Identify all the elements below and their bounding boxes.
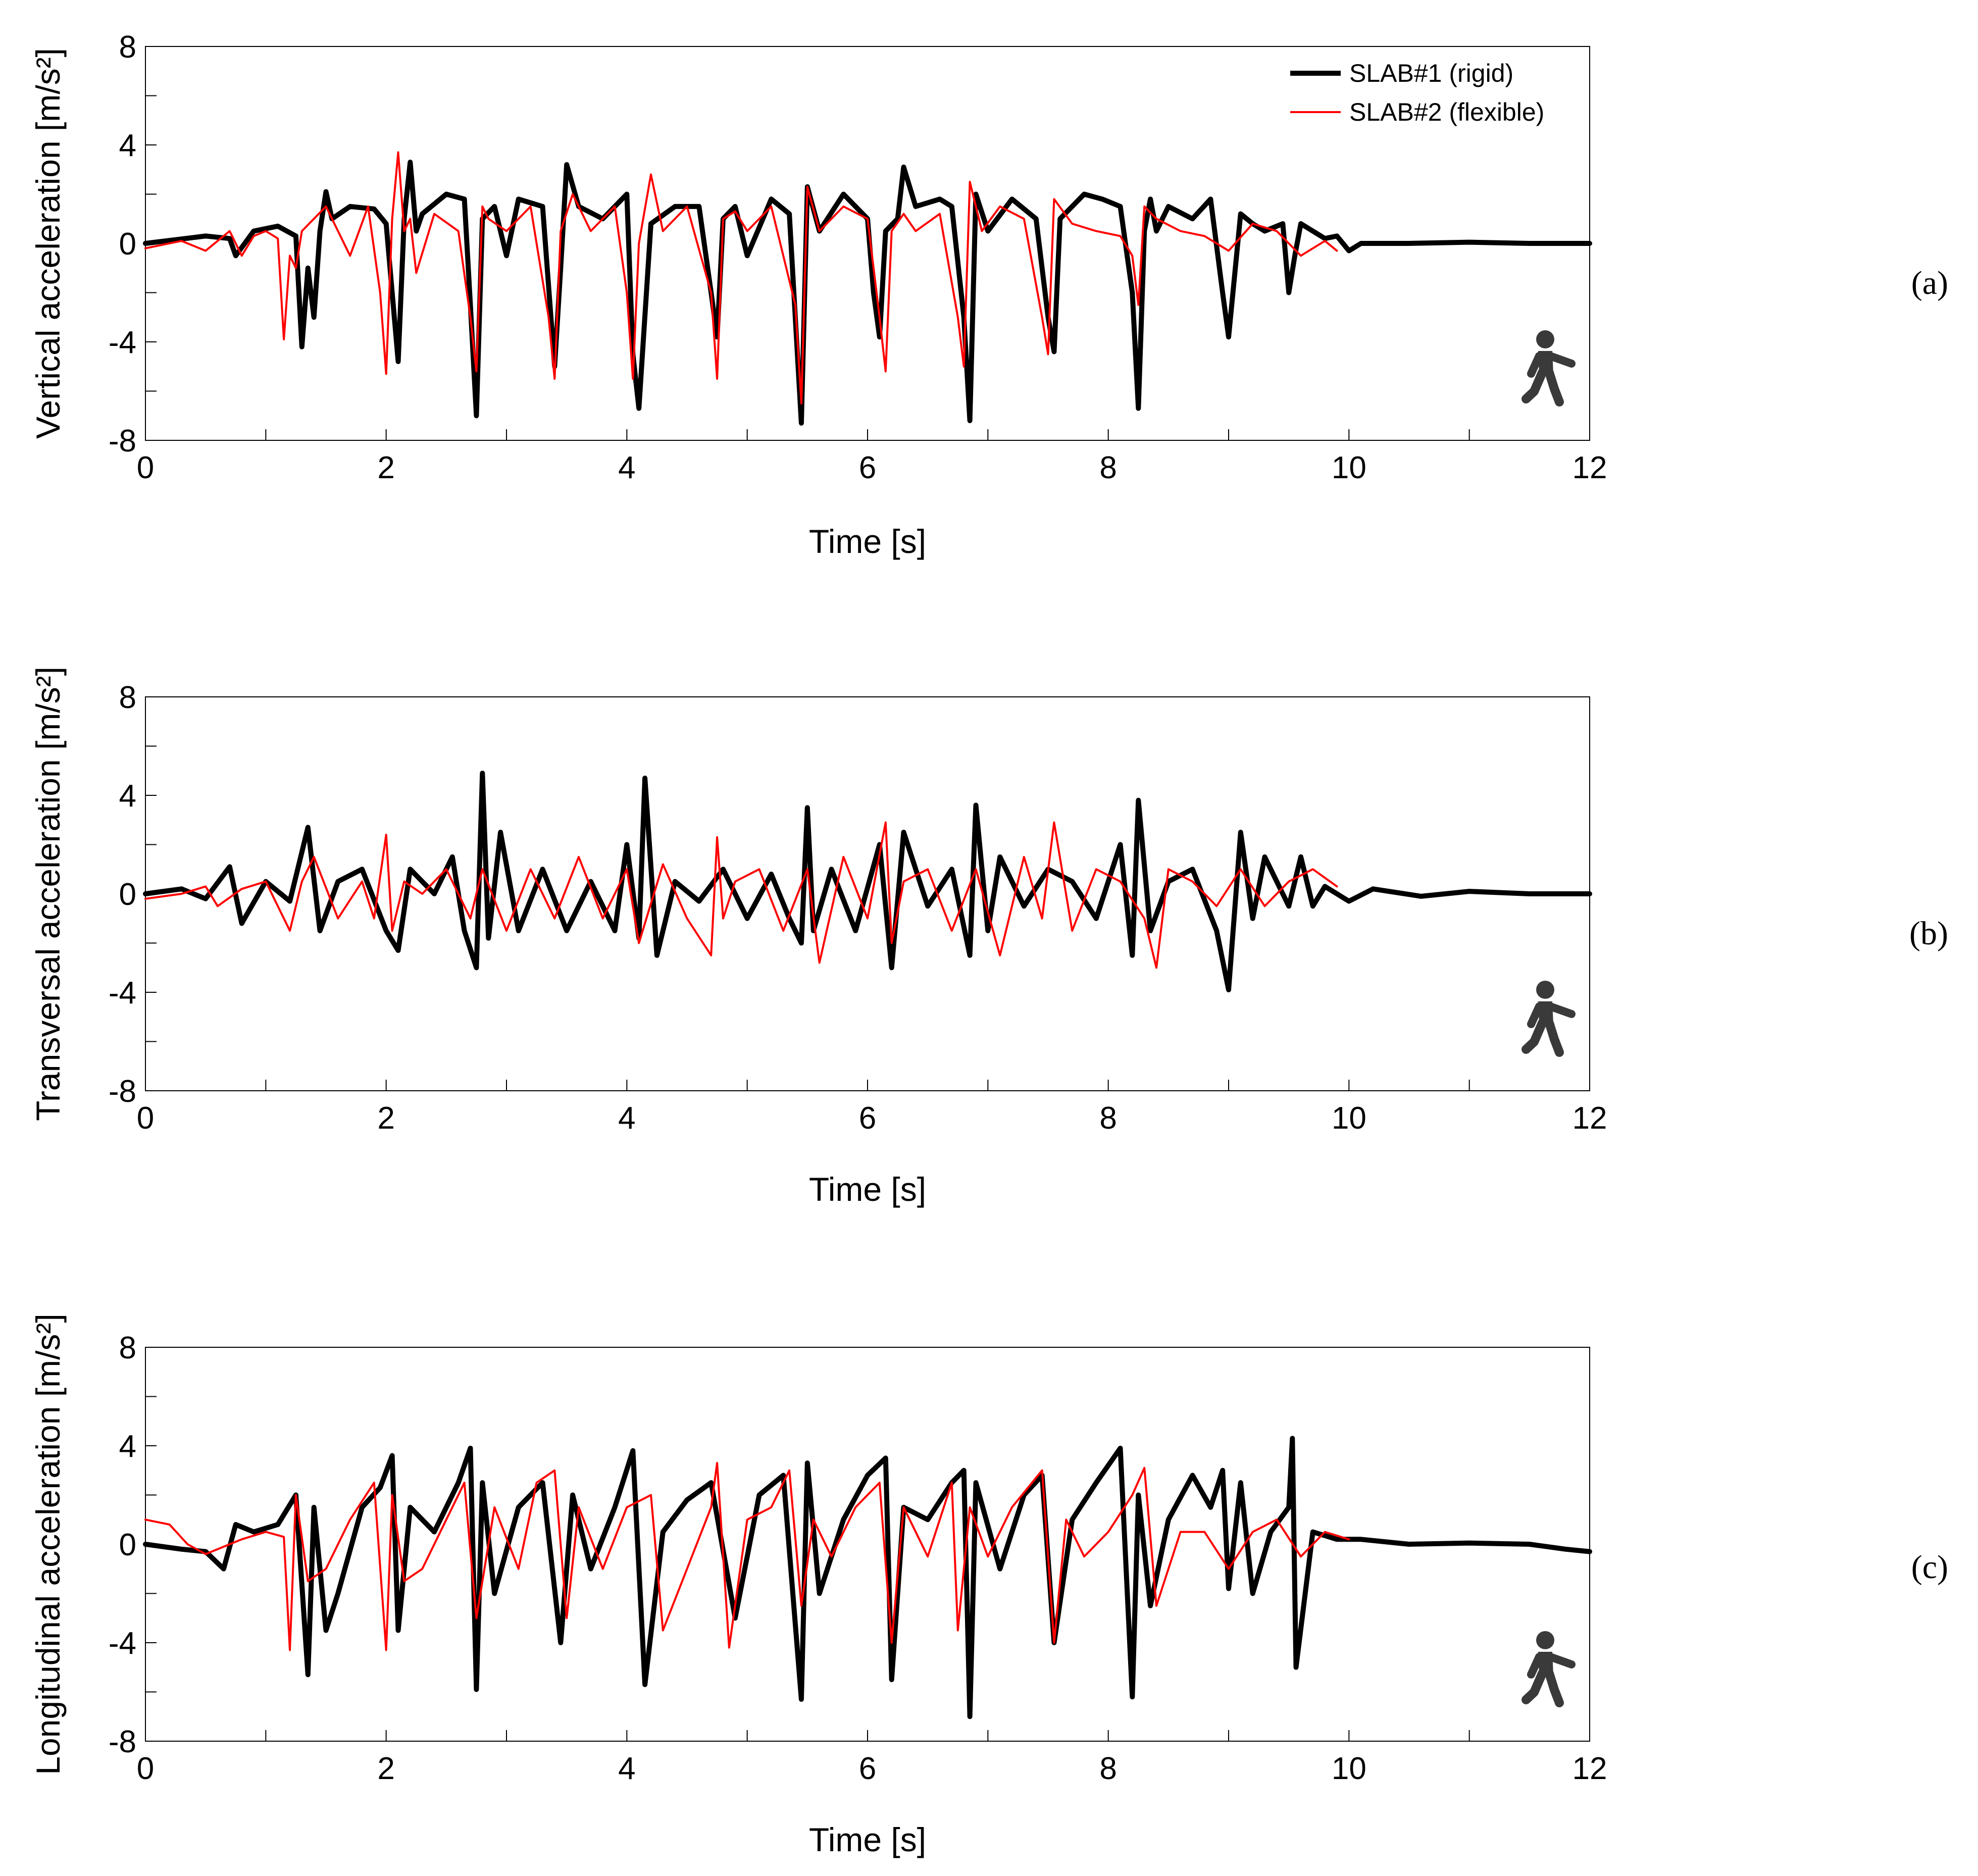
x-tick-label: 8 — [1099, 1751, 1117, 1786]
y-axis-title: Transversal acceleration [m/s²] — [29, 667, 67, 1121]
x-tick-label: 6 — [859, 1101, 876, 1136]
x-tick-label: 8 — [1099, 450, 1117, 485]
panel-a-vertical: -8 -4 0 4 8 0 2 4 6 8 10 12 Time [s] Vertical acce… — [29, 30, 1948, 560]
x-ticks: 0 2 4 6 8 10 12 — [137, 1080, 1607, 1136]
x-tick-label: 2 — [377, 450, 394, 485]
x-axis-title: Time [s] — [809, 523, 926, 560]
panel-b-transversal: -8 -4 0 4 8 0 2 4 6 8 10 12 Time [s] Transversal a… — [29, 667, 1948, 1208]
x-tick-label: 12 — [1573, 450, 1607, 485]
x-tick-label: 2 — [377, 1751, 394, 1786]
x-tick-label: 0 — [137, 450, 154, 485]
x-ticks: 0 2 4 6 8 10 12 — [137, 1730, 1607, 1786]
x-tick-label: 8 — [1099, 1101, 1117, 1136]
x-tick-label: 10 — [1332, 1751, 1366, 1786]
y-ticks: -8 -4 0 4 8 — [109, 30, 157, 459]
series-line-flexible — [144, 821, 1338, 969]
series-line-rigid — [143, 1436, 1592, 1719]
x-tick-label: 2 — [377, 1101, 394, 1136]
series-line-flexible — [144, 1462, 1350, 1651]
panel-c-longitudinal: -8 -4 0 4 8 0 2 4 6 8 10 12 Time [s] Longitudinal … — [29, 1313, 1948, 1858]
walking-person-icon — [1521, 330, 1576, 407]
panel-label: (b) — [1909, 915, 1948, 952]
panel-label: (c) — [1911, 1549, 1948, 1586]
x-tick-label: 6 — [859, 450, 876, 485]
y-tick-label: 8 — [119, 680, 136, 715]
y-tick-label: 8 — [119, 1331, 136, 1365]
y-axis-title: Vertical acceleration [m/s²] — [29, 48, 67, 439]
x-tick-label: 4 — [618, 1101, 635, 1136]
y-tick-label: 0 — [119, 877, 136, 912]
plot-frame — [145, 1347, 1590, 1742]
y-tick-label: -8 — [109, 1074, 136, 1109]
x-tick-label: 4 — [618, 450, 635, 485]
series-line-flexible — [144, 151, 1338, 404]
y-axis-title: Longitudinal acceleration [m/s²] — [29, 1313, 67, 1775]
y-tick-label: 8 — [119, 30, 136, 65]
y-tick-label: -4 — [109, 1626, 136, 1661]
y-tick-label: 0 — [119, 227, 136, 262]
y-tick-label: 4 — [119, 128, 136, 163]
series-line-rigid — [143, 160, 1592, 426]
y-tick-label: 4 — [119, 779, 136, 814]
series-line-rigid — [143, 771, 1592, 993]
series-layer — [143, 151, 1592, 426]
x-tick-label: 4 — [618, 1751, 635, 1786]
y-tick-label: -4 — [109, 976, 136, 1010]
y-ticks: -8 -4 0 4 8 — [109, 1331, 157, 1759]
x-axis-title: Time [s] — [809, 1171, 926, 1208]
x-axis-title: Time [s] — [809, 1821, 926, 1858]
legend: SLAB#1 (rigid) SLAB#2 (flexible) — [1290, 59, 1544, 126]
x-tick-label: 6 — [859, 1751, 876, 1786]
x-tick-label: 0 — [137, 1101, 154, 1136]
y-tick-label: 0 — [119, 1528, 136, 1562]
series-layer — [143, 1436, 1592, 1719]
x-ticks: 0 2 4 6 8 10 12 — [137, 429, 1607, 485]
legend-label-flexible: SLAB#2 (flexible) — [1349, 98, 1544, 126]
y-tick-label: -4 — [109, 325, 136, 360]
y-tick-label: 4 — [119, 1429, 136, 1464]
x-tick-label: 10 — [1332, 450, 1366, 485]
x-tick-label: 0 — [137, 1751, 154, 1786]
walking-person-icon — [1521, 1631, 1576, 1707]
y-tick-label: -8 — [109, 1725, 136, 1759]
y-ticks: -8 -4 0 4 8 — [109, 680, 157, 1109]
x-tick-label: 12 — [1573, 1101, 1607, 1136]
walking-person-icon — [1521, 981, 1576, 1057]
legend-label-rigid: SLAB#1 (rigid) — [1349, 59, 1513, 87]
panel-label: (a) — [1911, 265, 1948, 301]
series-layer — [143, 771, 1592, 993]
y-tick-label: -8 — [109, 424, 136, 459]
x-tick-label: 12 — [1573, 1751, 1607, 1786]
x-tick-label: 10 — [1332, 1101, 1366, 1136]
